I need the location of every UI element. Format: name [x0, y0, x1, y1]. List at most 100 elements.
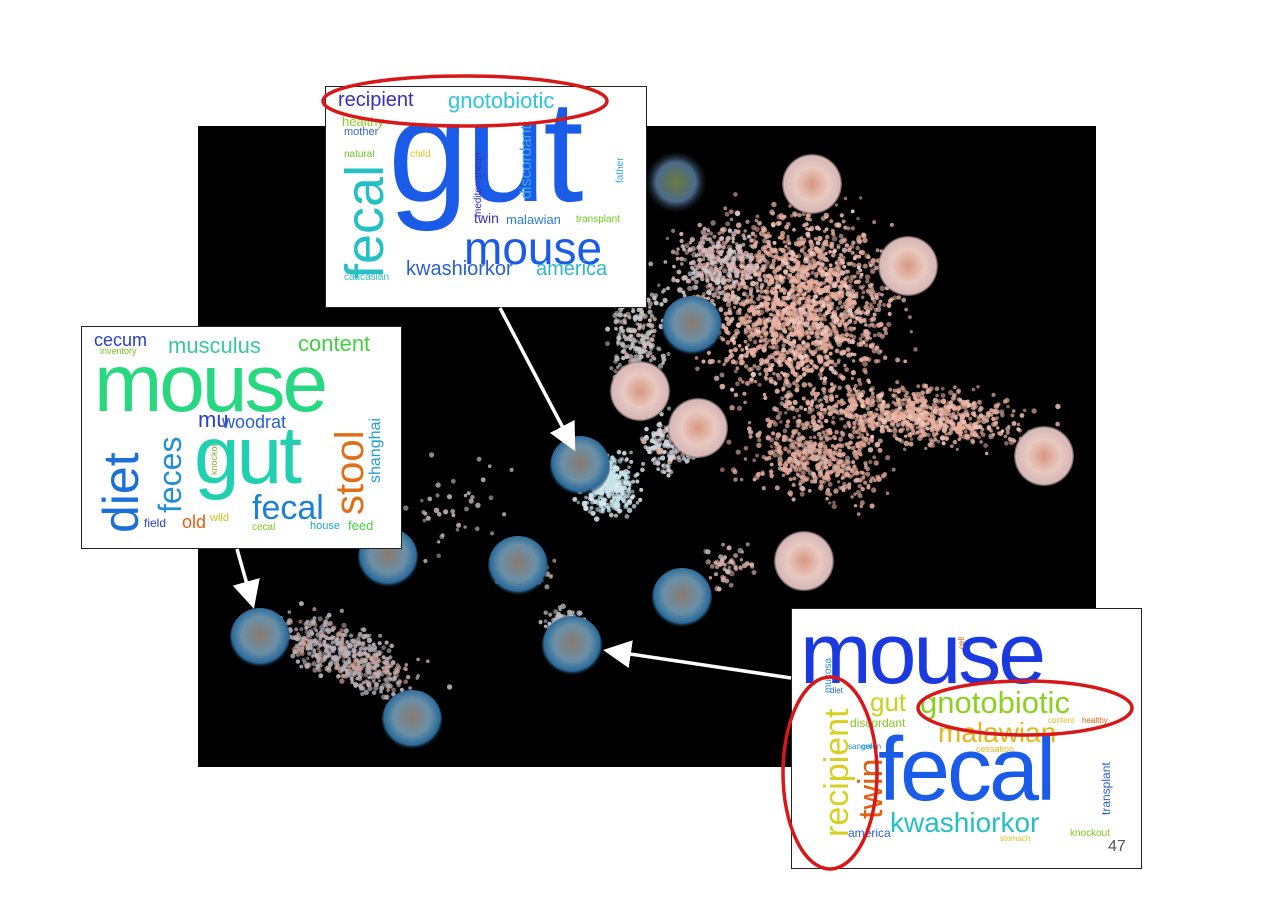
data-point: [865, 406, 870, 411]
data-point: [627, 465, 631, 469]
data-point: [870, 316, 877, 322]
data-point: [794, 448, 799, 453]
data-point: [886, 414, 890, 418]
data-point: [663, 260, 668, 264]
intestine-photo-icon: [610, 361, 670, 421]
data-point: [1000, 413, 1005, 418]
data-point: [790, 369, 795, 375]
data-point: [397, 679, 402, 684]
data-point: [834, 348, 840, 354]
data-point: [749, 367, 754, 372]
data-point: [733, 305, 737, 309]
data-point: [774, 293, 779, 298]
data-point: [793, 313, 799, 319]
data-point: [659, 412, 664, 417]
data-point: [824, 474, 831, 480]
data-point: [635, 339, 639, 343]
data-point: [446, 494, 453, 500]
data-point: [943, 436, 949, 441]
data-point: [901, 402, 906, 406]
data-point: [780, 396, 785, 401]
data-point: [839, 319, 845, 324]
data-point: [740, 260, 746, 265]
data-point: [752, 339, 758, 345]
data-point: [306, 623, 312, 629]
data-point: [287, 626, 293, 632]
data-point: [651, 445, 657, 451]
data-point: [646, 339, 650, 344]
data-point: [820, 256, 825, 261]
data-point: [372, 665, 377, 670]
data-point: [397, 665, 402, 670]
data-point: [777, 453, 783, 460]
data-point: [464, 506, 469, 512]
data-point: [777, 410, 783, 416]
data-point: [745, 542, 750, 547]
data-point: [408, 686, 412, 690]
data-point: [709, 286, 715, 292]
data-point: [1055, 421, 1060, 427]
data-point: [864, 301, 870, 306]
data-point: [819, 376, 823, 381]
data-point: [810, 314, 815, 319]
data-point: [834, 296, 839, 301]
data-point: [781, 321, 787, 328]
data-point: [840, 375, 844, 379]
data-point: [754, 281, 760, 286]
data-point: [318, 673, 324, 679]
data-point: [367, 643, 372, 648]
data-point: [804, 330, 809, 335]
data-point: [813, 237, 818, 241]
data-point: [824, 297, 829, 302]
wordcloud-top-word-child: child: [410, 149, 431, 160]
data-point: [558, 613, 563, 618]
data-point: [609, 366, 614, 371]
data-point: [544, 584, 550, 590]
data-point: [804, 342, 811, 348]
data-point: [731, 237, 736, 241]
data-point: [747, 426, 752, 432]
data-point: [663, 425, 668, 430]
data-point: [347, 665, 352, 669]
data-point: [809, 287, 813, 291]
data-point: [806, 335, 811, 340]
data-point: [717, 258, 722, 263]
data-point: [616, 335, 622, 341]
data-point: [911, 411, 915, 415]
data-point: [647, 318, 652, 323]
data-point: [962, 419, 967, 424]
data-point: [908, 315, 912, 319]
data-point: [853, 352, 857, 357]
data-point: [832, 249, 837, 254]
data-point: [298, 619, 303, 624]
data-point: [861, 232, 866, 237]
data-point: [721, 240, 727, 247]
data-point: [725, 278, 729, 282]
data-point: [791, 283, 795, 287]
data-point: [780, 336, 784, 340]
data-point: [748, 378, 753, 382]
wordcloud-top-word-malawian: malawian: [506, 212, 561, 227]
data-point: [637, 316, 643, 322]
data-point: [336, 674, 341, 678]
data-point: [1022, 408, 1027, 413]
data-point: [803, 407, 807, 412]
data-point: [890, 297, 894, 301]
data-point: [800, 327, 805, 331]
data-point: [817, 251, 822, 256]
data-point: [824, 361, 830, 367]
data-point: [810, 414, 817, 420]
data-point: [729, 217, 734, 222]
data-point: [649, 292, 655, 298]
data-point: [622, 472, 628, 478]
data-point: [815, 424, 821, 430]
data-point: [952, 439, 958, 445]
data-point: [367, 685, 373, 692]
data-point: [381, 666, 385, 670]
data-point: [825, 354, 830, 359]
data-point: [779, 302, 784, 307]
data-point: [821, 313, 827, 319]
data-point: [672, 264, 676, 269]
data-point: [357, 640, 361, 645]
data-point: [858, 381, 863, 386]
